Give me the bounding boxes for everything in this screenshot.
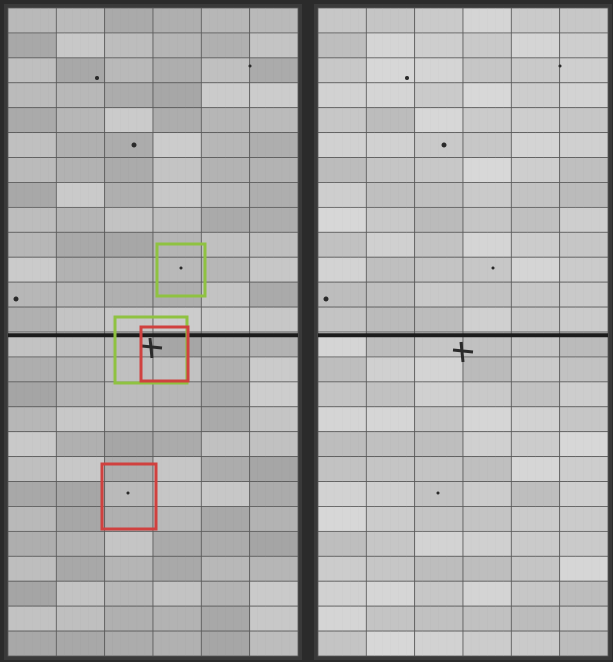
crack-mark [452, 341, 474, 363]
crack-mark [141, 337, 163, 359]
annotation-boxes [100, 242, 207, 531]
junction-busbar [318, 333, 608, 338]
defect-spot [436, 491, 440, 495]
red-annotation-box [100, 462, 158, 531]
defect-spot [131, 142, 137, 148]
defect-spot [441, 142, 447, 148]
defect-spot [491, 266, 495, 270]
green-annotation-box [155, 242, 207, 298]
defect-spot [13, 296, 19, 302]
defect-spot [126, 491, 130, 495]
defect-spot [179, 266, 183, 270]
defect-spot [95, 76, 99, 80]
junction-busbar [8, 333, 298, 338]
right-panel [314, 4, 612, 660]
defect-spot [558, 64, 562, 68]
defect-marks [13, 64, 562, 495]
defect-spot [405, 76, 409, 80]
defect-spot [248, 64, 252, 68]
red-annotation-box [139, 325, 190, 383]
left-panel [4, 4, 302, 660]
defect-spot [323, 296, 329, 302]
